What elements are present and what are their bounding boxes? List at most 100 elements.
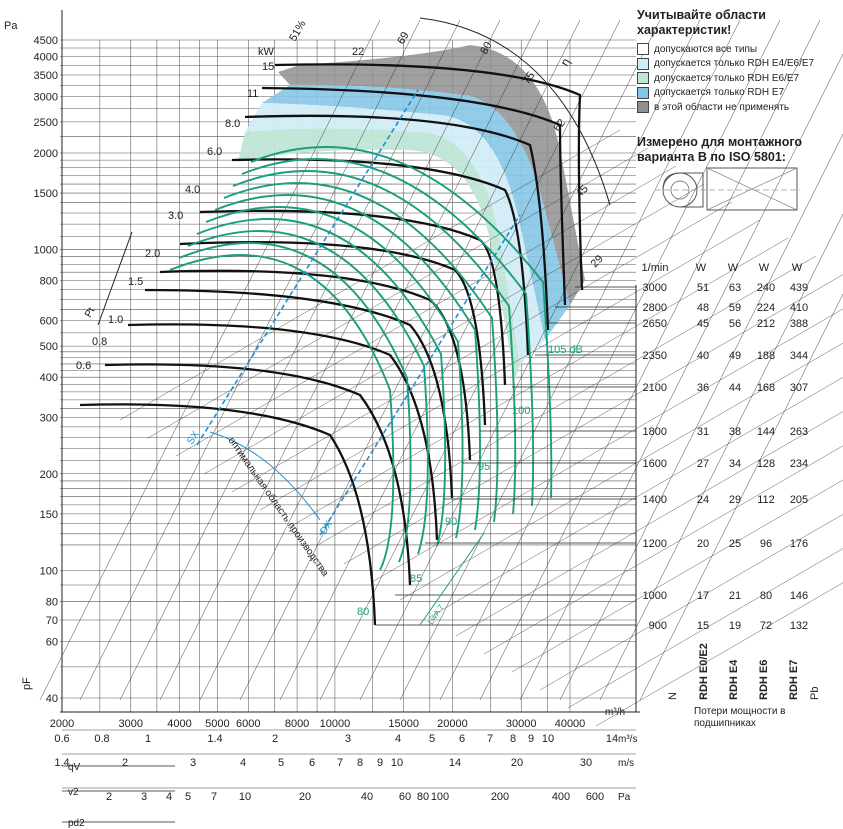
- table-cell: 63: [729, 282, 741, 294]
- efficiency-line: [315, 255, 817, 547]
- y-tick-label: 300: [40, 412, 58, 424]
- efficiency-line: [483, 445, 843, 655]
- table-cell: 2100: [643, 382, 667, 394]
- fan-speed-curve: [104, 363, 412, 586]
- legend-label: допускается только RDH E4/E6/E7: [654, 58, 815, 70]
- y-tick-label: 400: [40, 372, 58, 384]
- secondary-tick-label: 100: [431, 791, 449, 803]
- power-label: 8.0: [225, 118, 240, 130]
- table-cell: 240: [757, 282, 775, 294]
- efficiency-line: [511, 479, 843, 673]
- efficiency-line: [343, 274, 843, 565]
- secondary-tick-label: 1.4: [54, 757, 69, 769]
- zone-e6-e7: [238, 128, 520, 380]
- table-cell: 176: [790, 538, 808, 550]
- secondary-tick-label: 10: [391, 757, 403, 769]
- lwa-arrow: [419, 532, 485, 626]
- secondary-tick-label: 3: [345, 733, 351, 745]
- system-line: [519, 53, 843, 701]
- table-cell: 2650: [643, 318, 667, 330]
- y-tick-label: 1000: [34, 245, 58, 257]
- table-cell: 27: [697, 458, 709, 470]
- table-cell: 51: [697, 282, 709, 294]
- efficiency-label: 80: [478, 40, 495, 57]
- table-cell: 21: [729, 590, 741, 602]
- y-tick-label: 70: [46, 615, 58, 627]
- secondary-tick-label: 4: [395, 733, 401, 745]
- secondary-tick-label: 7: [337, 757, 343, 769]
- noise-curve: [187, 230, 429, 555]
- table-cell: 1200: [643, 538, 667, 550]
- fan-speed-curve: [244, 114, 550, 331]
- legend-label: допускается только RDH E7: [654, 87, 785, 99]
- optimum-line-dx: [319, 214, 521, 536]
- power-label: 6.0: [207, 146, 222, 158]
- table-cell: 900: [649, 620, 667, 632]
- efficiency-label: 69: [395, 30, 412, 47]
- table-cell: 128: [757, 458, 775, 470]
- table-cell: 234: [790, 458, 808, 470]
- noise-label: 90: [445, 516, 457, 528]
- y-tick-label: 100: [40, 565, 58, 577]
- efficiency-label: 75: [521, 70, 538, 87]
- power-label: 0.8: [92, 336, 107, 348]
- table-cell: 34: [729, 458, 741, 470]
- table-cell: 17: [697, 590, 709, 602]
- noise-curve: [214, 194, 481, 531]
- secondary-tick-label: 40: [361, 791, 373, 803]
- x-tick-label: 40000: [555, 718, 586, 730]
- table-cell: 2800: [643, 302, 667, 314]
- x-axis-unit: m³/h: [605, 707, 625, 718]
- secondary-tick-label: 5: [278, 757, 284, 769]
- secondary-tick-label: 8: [357, 757, 363, 769]
- table-cell: 112: [757, 494, 775, 506]
- legend-swatch: [637, 86, 649, 99]
- system-line: [319, 19, 661, 701]
- fan-speed-curve: [179, 241, 487, 426]
- system-line: [199, 19, 541, 701]
- secondary-tick-label: 60: [399, 791, 411, 803]
- noise-curve: [223, 182, 499, 523]
- table-column-label: N: [667, 692, 679, 700]
- legend-item: допускается только RDH E4/E6/E7: [637, 57, 837, 72]
- table-cell: 205: [790, 494, 808, 506]
- table-cell: 2350: [643, 350, 667, 362]
- efficiency-label: 45: [574, 183, 591, 200]
- system-line: [479, 19, 821, 701]
- y-tick-label: 800: [40, 276, 58, 288]
- fan-speed-curve: [274, 63, 584, 291]
- noise-curve: [241, 158, 535, 507]
- table-cell: 40: [697, 350, 709, 362]
- x-tick-label: 5000: [205, 718, 229, 730]
- y-tick-label: 2000: [34, 148, 58, 160]
- table-cell: 48: [697, 302, 709, 314]
- efficiency-line: [399, 342, 843, 601]
- secondary-tick-label: 2: [106, 791, 112, 803]
- secondary-axis-name: v2: [68, 787, 79, 798]
- secondary-tick-label: 30: [580, 757, 592, 769]
- efficiency-line: [595, 582, 843, 727]
- efficiency-label: 51%: [287, 18, 309, 43]
- speed-power-table: 1/min W W W W 3000 51 63 240 439 2800 48 59 224 410 265…: [642, 262, 821, 700]
- table-cell: 146: [790, 590, 808, 602]
- fan-speed-curve: [127, 323, 439, 541]
- system-line: [39, 19, 381, 701]
- secondary-tick-label: 14: [606, 733, 618, 745]
- table-column-label: RDH E6: [758, 660, 770, 700]
- secondary-tick-label: 3: [141, 791, 147, 803]
- dimension-label: 22: [352, 46, 364, 58]
- table-cell: 1400: [643, 494, 667, 506]
- system-line: [559, 133, 843, 701]
- table-cell: 19: [729, 620, 741, 632]
- x-tick-label: 20000: [437, 718, 468, 730]
- noise-curve: [169, 254, 395, 571]
- table-header: W: [759, 262, 770, 274]
- bearing-loss-note: Потери мощности в подшипниках: [694, 706, 786, 729]
- secondary-tick-label: 1: [145, 733, 151, 745]
- secondary-tick-label: 6: [459, 733, 465, 745]
- table-cell: 1600: [643, 458, 667, 470]
- secondary-tick-label: 6: [309, 757, 315, 769]
- table-cell: 80: [760, 590, 772, 602]
- y-tick-label: 2500: [34, 117, 58, 129]
- secondary-tick-label: 20: [511, 757, 523, 769]
